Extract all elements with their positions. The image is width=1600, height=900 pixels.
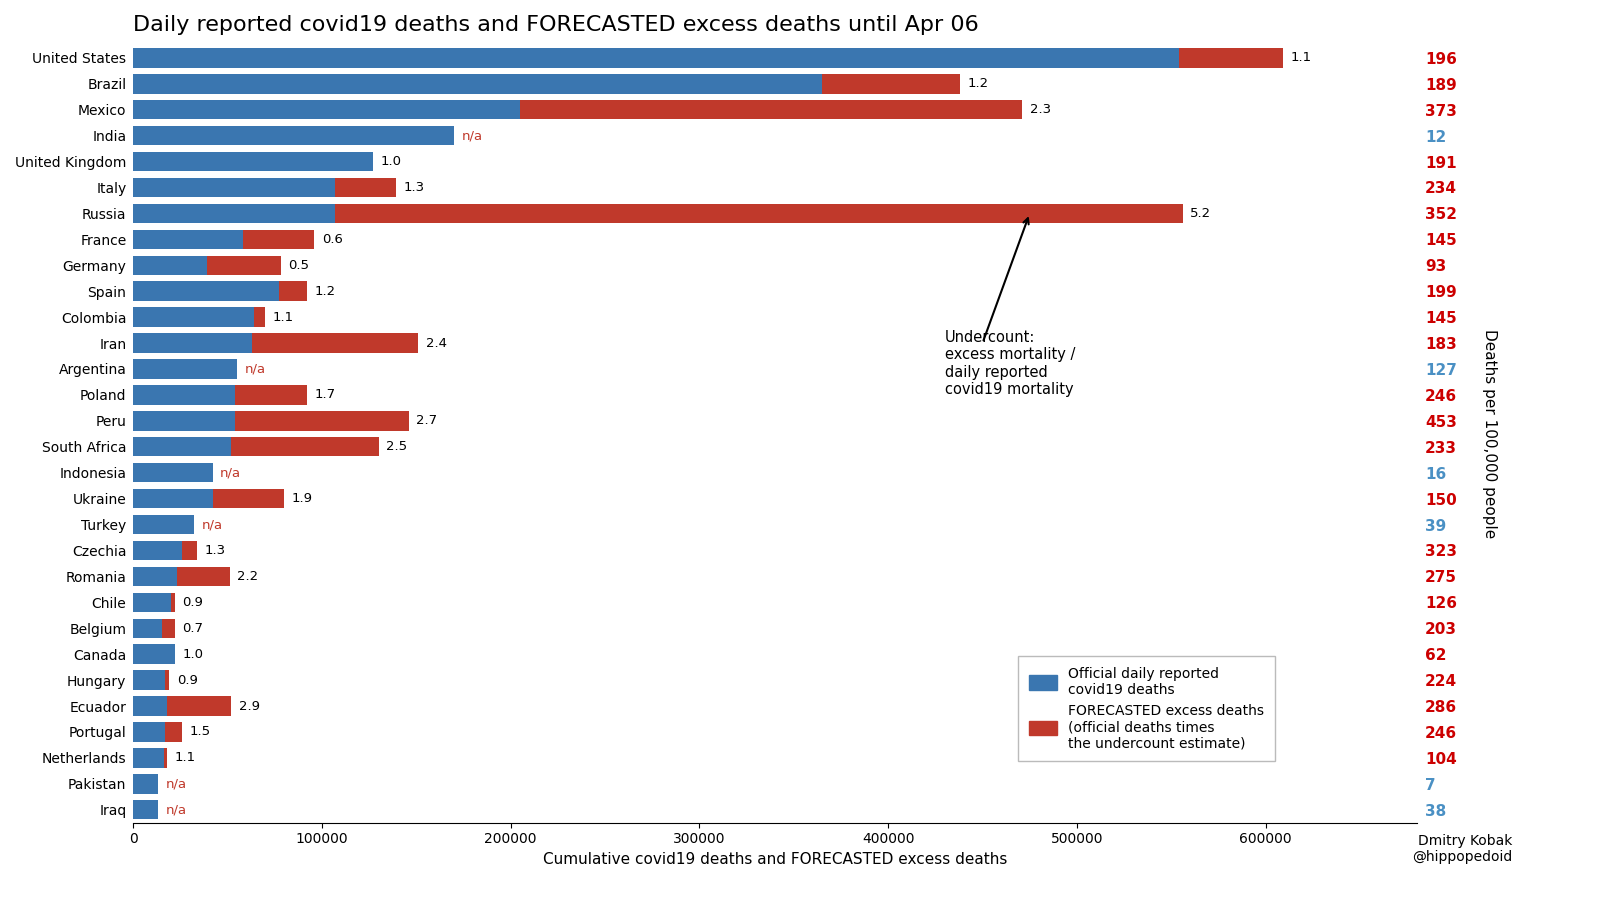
X-axis label: Cumulative covid19 deaths and FORECASTED excess deaths: Cumulative covid19 deaths and FORECASTED… <box>542 852 1006 867</box>
Text: 0.9: 0.9 <box>176 673 197 687</box>
Text: 1.0: 1.0 <box>381 155 402 168</box>
Text: 1.3: 1.3 <box>205 544 226 557</box>
Bar <box>336 203 1182 223</box>
Text: 1.1: 1.1 <box>174 752 195 764</box>
Bar <box>133 592 174 612</box>
Bar <box>206 256 280 275</box>
Text: 2.5: 2.5 <box>386 440 408 454</box>
Bar <box>133 333 253 353</box>
Text: 2.9: 2.9 <box>238 699 259 713</box>
Text: 1.5: 1.5 <box>190 725 211 739</box>
Bar <box>133 126 454 146</box>
Bar <box>133 203 336 223</box>
Bar <box>133 230 315 249</box>
Text: Dmitry Kobak
@hippopedoid: Dmitry Kobak @hippopedoid <box>1411 833 1512 864</box>
Text: n/a: n/a <box>245 363 266 375</box>
Text: 2.4: 2.4 <box>426 337 446 349</box>
Bar <box>822 74 960 94</box>
Bar <box>133 411 235 430</box>
Bar <box>133 308 254 327</box>
Text: n/a: n/a <box>221 466 242 479</box>
Text: n/a: n/a <box>165 778 187 790</box>
Text: 0.5: 0.5 <box>288 259 309 272</box>
Text: 1.0: 1.0 <box>182 648 203 661</box>
Bar <box>133 774 158 794</box>
Bar <box>133 567 176 586</box>
Text: 2.7: 2.7 <box>416 414 437 427</box>
Bar <box>133 385 235 405</box>
Bar <box>133 723 165 742</box>
Bar <box>133 541 182 560</box>
Bar <box>213 489 285 508</box>
Text: 1.9: 1.9 <box>291 492 314 505</box>
Bar <box>520 100 1022 120</box>
Bar <box>165 723 182 742</box>
Bar <box>235 411 410 430</box>
Bar <box>235 385 307 405</box>
Y-axis label: Deaths per 100,000 people: Deaths per 100,000 people <box>1482 329 1498 538</box>
Text: Daily reported covid19 deaths and FORECASTED excess deaths until Apr 06: Daily reported covid19 deaths and FORECA… <box>133 15 979 35</box>
Text: n/a: n/a <box>462 129 483 142</box>
Bar <box>133 48 1179 68</box>
Text: Undercount:
excess mortality /
daily reported
covid19 mortality: Undercount: excess mortality / daily rep… <box>944 330 1075 397</box>
Bar <box>133 748 163 768</box>
Bar <box>133 152 373 171</box>
Bar <box>133 178 336 197</box>
Text: 5.2: 5.2 <box>1190 207 1211 220</box>
Bar <box>176 567 229 586</box>
Bar <box>133 515 194 535</box>
Bar <box>1179 48 1283 68</box>
Text: n/a: n/a <box>165 804 187 816</box>
Text: 0.6: 0.6 <box>322 233 342 246</box>
Bar <box>133 74 822 94</box>
Bar <box>133 359 237 379</box>
Text: 1.2: 1.2 <box>315 284 336 298</box>
Bar <box>133 100 520 120</box>
Bar <box>162 618 174 638</box>
Text: n/a: n/a <box>202 518 222 531</box>
Bar <box>243 230 315 249</box>
Bar <box>133 670 170 689</box>
Text: 1.3: 1.3 <box>403 181 424 194</box>
Text: 2.3: 2.3 <box>1030 104 1051 116</box>
Bar <box>165 670 170 689</box>
Bar <box>182 541 197 560</box>
Text: 0.7: 0.7 <box>182 622 203 634</box>
Text: 0.9: 0.9 <box>182 596 203 608</box>
Text: 1.7: 1.7 <box>315 389 336 401</box>
Bar <box>133 282 278 301</box>
Bar <box>163 748 168 768</box>
Bar <box>168 697 232 716</box>
Bar <box>336 178 395 197</box>
Bar <box>278 282 307 301</box>
Bar <box>254 308 266 327</box>
Bar <box>133 618 174 638</box>
Bar <box>133 463 213 482</box>
Bar <box>133 256 280 275</box>
Text: 1.2: 1.2 <box>968 77 989 90</box>
Bar <box>133 697 168 716</box>
Text: 1.1: 1.1 <box>1290 51 1312 65</box>
Bar <box>133 489 213 508</box>
Bar <box>133 644 174 664</box>
Bar <box>133 800 158 820</box>
Bar <box>171 592 174 612</box>
Bar <box>232 437 379 456</box>
Text: 1.1: 1.1 <box>274 310 294 324</box>
Legend: Official daily reported
covid19 deaths, FORECASTED excess deaths
(official death: Official daily reported covid19 deaths, … <box>1018 655 1275 761</box>
Text: 2.2: 2.2 <box>237 570 258 583</box>
Bar <box>133 437 232 456</box>
Bar <box>253 333 418 353</box>
